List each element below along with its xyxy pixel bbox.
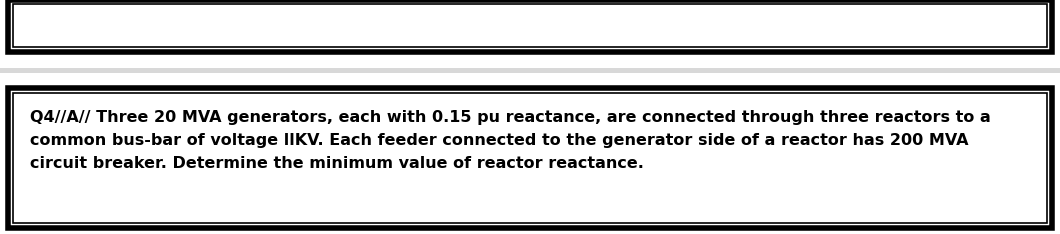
Bar [13,4,1047,47]
Bar [8,88,1052,228]
Bar [13,93,1047,223]
Bar [8,0,1052,52]
Text: Q4//A// Three 20 MVA generators, each with 0.15 pu reactance, are connected thro: Q4//A// Three 20 MVA generators, each wi… [30,110,991,171]
Bar [0,68,1060,73]
